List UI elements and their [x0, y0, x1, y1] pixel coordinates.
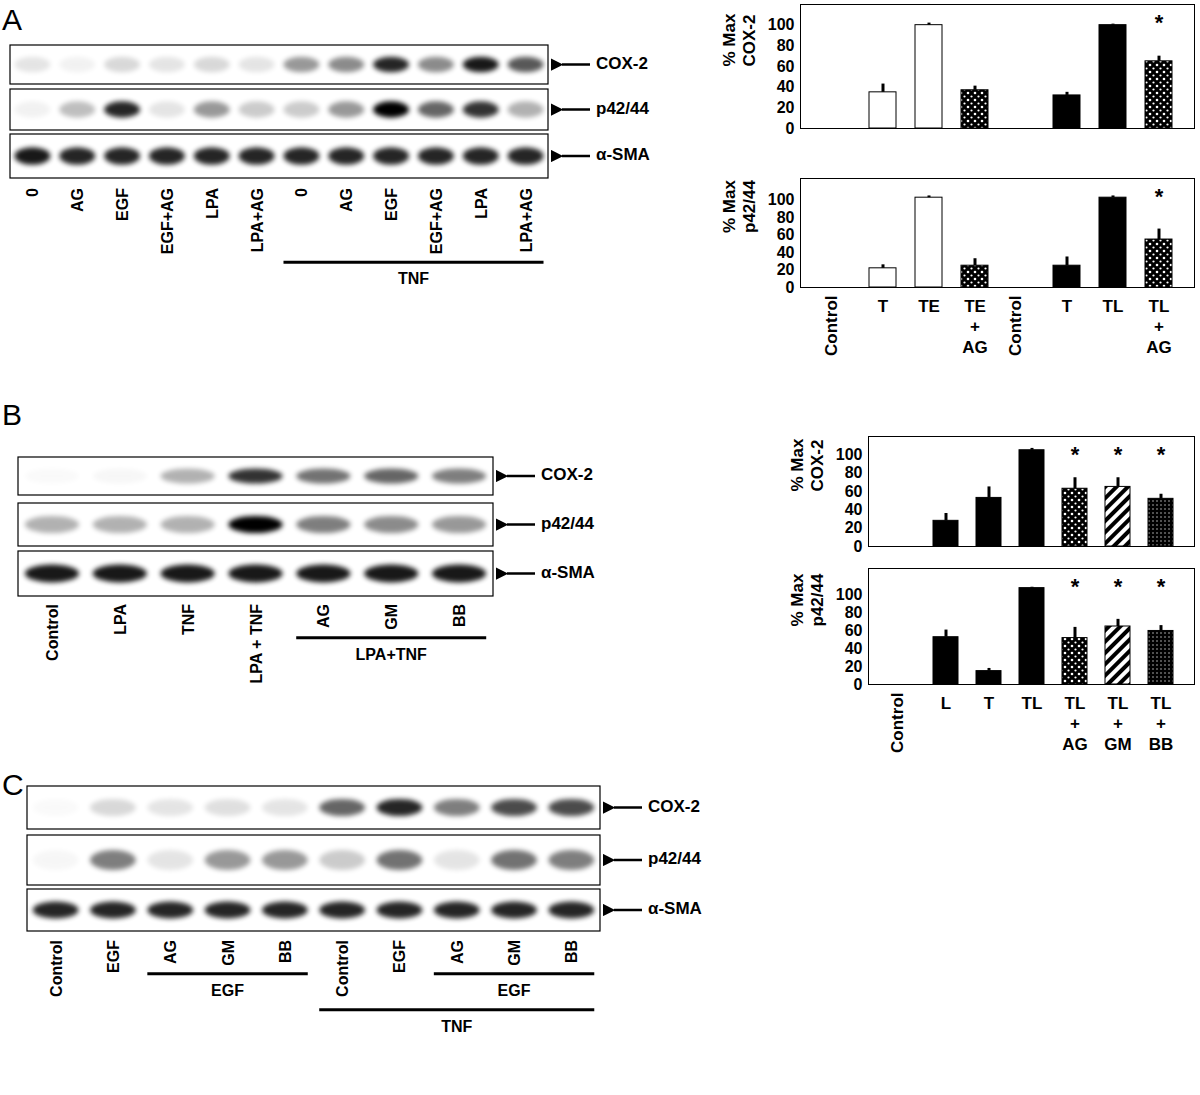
svg-text:TL: TL: [1022, 694, 1043, 713]
svg-text:α-SMA: α-SMA: [541, 563, 595, 582]
svg-text:TL+AG: TL+AG: [1062, 694, 1088, 754]
svg-text:TL+BB: TL+BB: [1149, 694, 1174, 754]
svg-text:*: *: [1155, 10, 1164, 35]
svg-text:80: 80: [845, 604, 863, 621]
svg-text:20: 20: [777, 99, 795, 116]
svg-text:% MaxCOX-2: % MaxCOX-2: [720, 13, 759, 66]
svg-text:Control: Control: [44, 604, 61, 661]
svg-text:EGF: EGF: [114, 188, 131, 221]
svg-text:TNF: TNF: [441, 1018, 472, 1035]
svg-text:BB: BB: [563, 940, 580, 963]
svg-text:Control: Control: [48, 940, 65, 997]
svg-text:T: T: [878, 297, 889, 316]
svg-text:EGF: EGF: [498, 982, 531, 999]
svg-text:LPA+AG: LPA+AG: [518, 188, 535, 252]
svg-text:Control: Control: [1006, 296, 1025, 356]
svg-text:20: 20: [777, 261, 795, 278]
svg-text:LPA: LPA: [473, 188, 490, 219]
svg-text:LPA + TNF: LPA + TNF: [248, 604, 265, 684]
svg-text:L: L: [941, 694, 951, 713]
svg-text:0: 0: [854, 538, 863, 555]
svg-text:TL+GM: TL+GM: [1104, 694, 1131, 754]
svg-text:Control: Control: [334, 940, 351, 997]
svg-text:COX-2: COX-2: [648, 797, 700, 816]
svg-text:0: 0: [293, 188, 310, 197]
svg-text:0: 0: [854, 676, 863, 693]
svg-text:0: 0: [24, 188, 41, 197]
svg-text:40: 40: [845, 640, 863, 657]
svg-text:EGF+AG: EGF+AG: [428, 188, 445, 254]
svg-text:60: 60: [845, 622, 863, 639]
svg-text:EGF+AG: EGF+AG: [159, 188, 176, 254]
svg-text:p42/44: p42/44: [648, 849, 701, 868]
svg-text:*: *: [1114, 574, 1123, 599]
svg-text:Control: Control: [888, 693, 907, 753]
svg-text:AG: AG: [69, 188, 86, 212]
svg-text:*: *: [1155, 184, 1164, 209]
svg-text:LPA+TNF: LPA+TNF: [356, 646, 427, 663]
svg-text:20: 20: [845, 519, 863, 536]
svg-text:AG: AG: [338, 188, 355, 212]
svg-text:TNF: TNF: [180, 604, 197, 635]
svg-text:TL+AG: TL+AG: [1146, 297, 1172, 357]
svg-text:40: 40: [777, 78, 795, 95]
svg-text:LPA+AG: LPA+AG: [249, 188, 266, 252]
svg-text:TNF: TNF: [398, 270, 429, 287]
svg-text:0: 0: [786, 120, 795, 137]
svg-text:80: 80: [845, 464, 863, 481]
svg-text:60: 60: [845, 483, 863, 500]
svg-text:100: 100: [768, 191, 795, 208]
svg-text:*: *: [1157, 442, 1166, 467]
svg-text:*: *: [1071, 442, 1080, 467]
svg-text:EGF: EGF: [105, 940, 122, 973]
svg-text:GM: GM: [506, 940, 523, 966]
svg-text:Control: Control: [822, 296, 841, 356]
svg-text:40: 40: [845, 501, 863, 518]
svg-text:T: T: [1062, 297, 1073, 316]
svg-text:AG: AG: [449, 940, 466, 964]
svg-text:α-SMA: α-SMA: [596, 145, 650, 164]
svg-text:80: 80: [777, 209, 795, 226]
svg-text:LPA: LPA: [204, 188, 221, 219]
svg-text:*: *: [1157, 574, 1166, 599]
svg-text:A: A: [2, 3, 22, 36]
svg-text:COX-2: COX-2: [541, 465, 593, 484]
svg-text:20: 20: [845, 658, 863, 675]
svg-text:GM: GM: [220, 940, 237, 966]
svg-text:0: 0: [786, 279, 795, 296]
svg-text:TL: TL: [1103, 297, 1124, 316]
svg-text:60: 60: [777, 226, 795, 243]
svg-text:% Maxp42/44: % Maxp42/44: [720, 180, 759, 233]
svg-text:GM: GM: [383, 604, 400, 630]
svg-text:BB: BB: [277, 940, 294, 963]
svg-text:40: 40: [777, 244, 795, 261]
svg-text:*: *: [1114, 442, 1123, 467]
svg-text:α-SMA: α-SMA: [648, 899, 702, 918]
svg-text:TE+AG: TE+AG: [962, 297, 988, 357]
svg-text:T: T: [984, 694, 995, 713]
svg-text:60: 60: [777, 58, 795, 75]
svg-text:COX-2: COX-2: [596, 54, 648, 73]
svg-text:% Maxp42/44: % Maxp42/44: [788, 573, 827, 626]
svg-text:AG: AG: [315, 604, 332, 628]
svg-text:C: C: [2, 768, 24, 801]
svg-text:AG: AG: [162, 940, 179, 964]
svg-text:LPA: LPA: [112, 604, 129, 635]
svg-text:80: 80: [777, 37, 795, 54]
svg-text:EGF: EGF: [211, 982, 244, 999]
svg-text:% MaxCOX-2: % MaxCOX-2: [788, 438, 827, 491]
svg-text:EGF: EGF: [391, 940, 408, 973]
svg-text:100: 100: [836, 586, 863, 603]
svg-text:100: 100: [836, 446, 863, 463]
svg-text:B: B: [2, 398, 22, 431]
svg-text:*: *: [1071, 574, 1080, 599]
svg-text:p42/44: p42/44: [541, 514, 594, 533]
svg-text:p42/44: p42/44: [596, 99, 649, 118]
svg-text:100: 100: [768, 16, 795, 33]
svg-text:TE: TE: [918, 297, 940, 316]
svg-text:BB: BB: [451, 604, 468, 627]
svg-text:EGF: EGF: [383, 188, 400, 221]
